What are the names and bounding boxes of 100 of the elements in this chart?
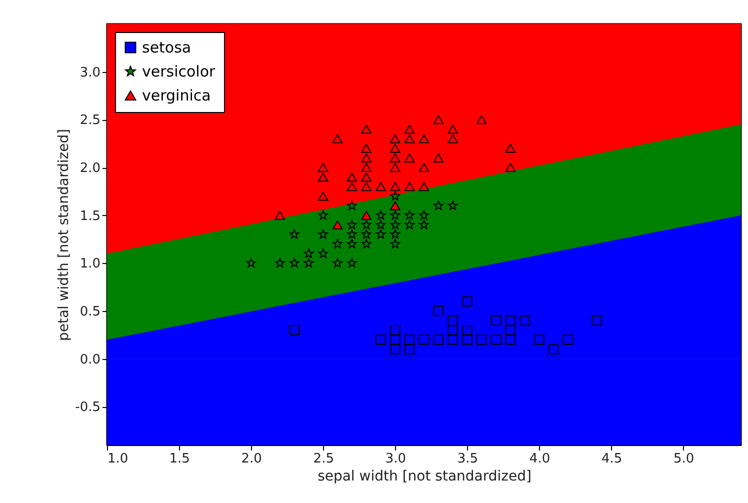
point (347, 220, 357, 230)
point (418, 182, 430, 192)
x-tick-label: 2.5 (313, 452, 334, 466)
point (505, 316, 516, 326)
point (390, 210, 400, 220)
point (390, 238, 400, 248)
point (448, 134, 458, 144)
point (318, 163, 328, 172)
point (361, 172, 372, 182)
point (376, 210, 386, 220)
point (318, 172, 328, 182)
point (347, 200, 357, 210)
point (361, 163, 372, 172)
point (275, 258, 285, 268)
x-tick-label: 3.0 (385, 452, 406, 466)
point (418, 163, 430, 172)
point (347, 258, 357, 268)
x-tick-label: 1.0 (108, 452, 128, 466)
point (289, 258, 300, 268)
point (404, 344, 415, 354)
point (347, 238, 357, 248)
point (332, 238, 342, 248)
point (418, 134, 430, 144)
point (419, 210, 429, 220)
point (390, 325, 400, 336)
point (390, 163, 400, 172)
point (361, 220, 372, 230)
point (361, 238, 372, 248)
point (562, 334, 574, 345)
point (318, 210, 328, 220)
point (390, 134, 400, 144)
point (332, 134, 343, 144)
point (404, 182, 415, 192)
point (462, 334, 472, 345)
point (490, 334, 502, 345)
point (318, 192, 328, 201)
point (404, 220, 414, 230)
x-tick-label: 4.0 (529, 452, 550, 466)
point (390, 344, 400, 354)
point (289, 325, 300, 336)
point (534, 334, 544, 345)
point (548, 344, 559, 354)
point (304, 258, 314, 268)
point (390, 201, 400, 210)
point (505, 325, 516, 336)
point (376, 182, 386, 192)
point (448, 200, 458, 210)
point (390, 220, 400, 230)
point (404, 134, 415, 144)
point (433, 115, 444, 124)
point (505, 334, 516, 345)
point (418, 334, 430, 345)
point (274, 210, 286, 220)
x-tick-label: 1.5 (169, 452, 190, 466)
point (318, 248, 328, 258)
point (346, 182, 358, 192)
point (490, 316, 502, 326)
point (433, 153, 444, 162)
point (304, 248, 314, 258)
x-tick-label: 4.5 (601, 452, 622, 466)
point (376, 334, 386, 345)
point (434, 200, 444, 210)
point (433, 334, 444, 345)
point (404, 334, 415, 345)
point (390, 191, 400, 200)
point (404, 210, 414, 220)
point (246, 258, 256, 268)
point (462, 325, 472, 336)
point (448, 316, 458, 326)
y-tick-label: 0.5 (80, 304, 100, 320)
y-tick-label: 1.0 (80, 256, 100, 272)
point (376, 220, 386, 230)
y-tick-label: 2.0 (80, 161, 100, 176)
point (332, 220, 343, 230)
legend-label: verginica (142, 86, 211, 104)
legend-label: setosa (142, 38, 192, 56)
point (390, 182, 400, 192)
point (289, 229, 300, 239)
point (332, 258, 342, 268)
point (361, 124, 372, 134)
point (448, 325, 458, 336)
legend-label: versicolor (142, 62, 216, 80)
point (361, 144, 372, 153)
point (390, 334, 400, 345)
y-axis-title: petal width [not standardized] (56, 128, 72, 342)
point (346, 172, 358, 182)
y-tick-label: 0.0 (80, 352, 100, 368)
point (505, 144, 516, 153)
point (448, 334, 458, 345)
point (361, 210, 372, 220)
point (404, 153, 415, 162)
point (376, 229, 386, 239)
point (462, 296, 472, 307)
point (361, 182, 372, 192)
y-tick-label: -0.5 (75, 400, 100, 416)
point (505, 163, 516, 172)
point (476, 115, 487, 124)
point (404, 124, 415, 134)
y-tick-label: 1.5 (80, 208, 100, 224)
point (448, 124, 458, 134)
